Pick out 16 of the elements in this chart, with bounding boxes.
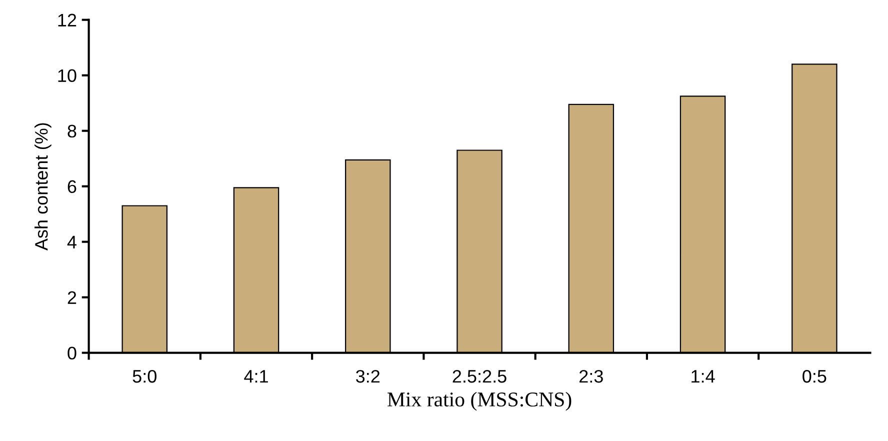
x-axis-title: Mix ratio (MSS:CNS) — [388, 392, 572, 411]
y-tick-label: 12 — [58, 14, 76, 26]
x-tick-label: 3:2 — [356, 370, 380, 383]
x-tick-label: 2:3 — [580, 370, 603, 383]
x-tick-label: 2.5:2.5 — [452, 370, 506, 383]
y-tick-label: 6 — [68, 180, 76, 194]
y-tick-label: 8 — [68, 124, 76, 138]
x-tick-label: 4:1 — [244, 370, 268, 383]
x-tick-label: 0:5 — [802, 370, 826, 383]
y-tick-label: 0 — [68, 346, 76, 360]
x-tick-label: 5:0 — [132, 370, 156, 383]
x-tick-label: 1:4 — [692, 370, 715, 383]
y-axis-title: Ash content (%) — [34, 123, 52, 251]
y-tick-label: 4 — [67, 236, 76, 248]
y-tick-label: 10 — [58, 69, 76, 82]
y-tick-label: 2 — [68, 291, 76, 304]
